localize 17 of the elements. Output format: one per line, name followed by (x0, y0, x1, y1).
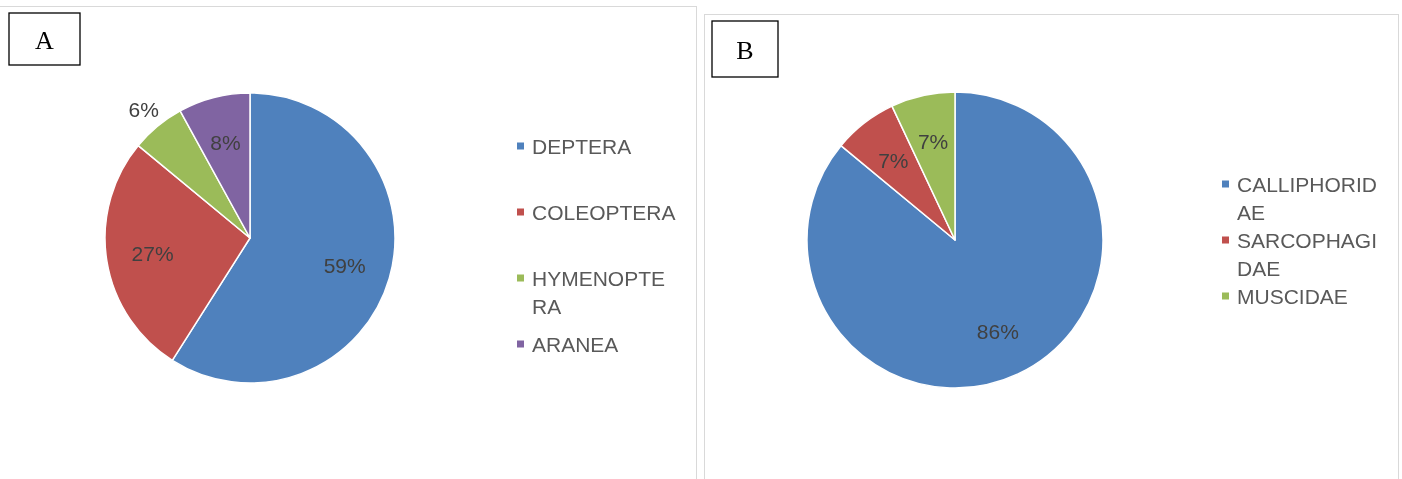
chart-title: B (736, 35, 754, 65)
data-label: 27% (131, 241, 174, 265)
chart-title: A (35, 25, 55, 55)
legend-label: DEPTERA (532, 134, 632, 158)
data-label: 59% (323, 254, 366, 278)
legend-label: HYMENOPTERA (532, 266, 666, 318)
legend-label: CALLIPHORIDAE (1237, 172, 1378, 224)
legend-label: COLEOPTERA (532, 200, 676, 224)
data-label: 7% (917, 130, 949, 154)
legend-label: SARCOPHAGIDAE (1237, 228, 1378, 280)
legend-label: ARANEA (532, 332, 619, 356)
data-label: 7% (878, 148, 909, 172)
legend-label: MUSCIDAE (1237, 284, 1348, 308)
data-label: 6% (128, 98, 159, 122)
data-label: 86% (976, 319, 1019, 343)
pie-slice (806, 91, 1104, 389)
data-label: 8% (210, 131, 241, 154)
